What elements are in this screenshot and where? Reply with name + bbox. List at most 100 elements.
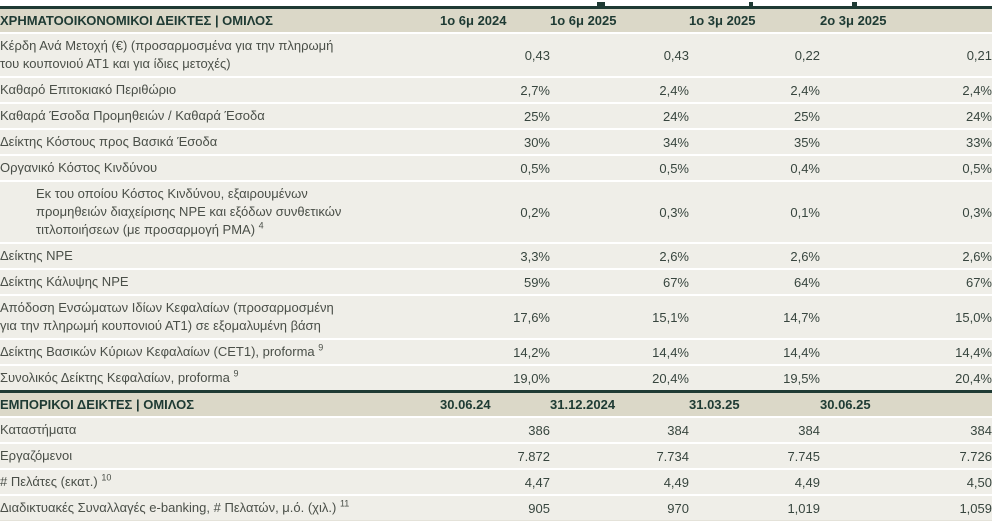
value-cell: 7.745	[689, 442, 820, 469]
value-cell: 15,1%	[550, 294, 689, 339]
row-label: Κέρδη Ανά Μετοχή (€) (προσαρμοσμένα για …	[0, 32, 440, 77]
value-cell: 4,50	[820, 468, 992, 495]
column-header: 2ο 3μ 2025	[820, 6, 992, 33]
footnote-ref: 9	[233, 368, 239, 379]
column-header: 1ο 6μ 2025	[550, 6, 689, 33]
value-cell: 0,1%	[689, 180, 820, 243]
row-label: Οργανικό Κόστος Κινδύνου	[0, 154, 440, 181]
value-cell: 14,4%	[820, 338, 992, 365]
cropped-content-artifact	[749, 2, 753, 6]
value-cell: 59%	[440, 268, 550, 295]
value-cell: 2,6%	[550, 242, 689, 269]
value-cell: 384	[820, 416, 992, 443]
section-header-row: ΧΡΗΜΑΤΟΟΙΚΟΝΟΜΙΚΟΙ ΔΕΙΚΤΕΣ | ΟΜΙΛΟΣ 1ο 6…	[0, 6, 992, 33]
value-cell: 14,7%	[689, 294, 820, 339]
table-row: Οργανικό Κόστος Κινδύνου 0,5% 0,5% 0,4% …	[0, 154, 992, 181]
value-cell: 4,49	[550, 468, 689, 495]
row-label: Καταστήματα	[0, 416, 440, 443]
cropped-content-artifact	[852, 2, 857, 6]
value-cell: 384	[550, 416, 689, 443]
table-row-indented: Εκ του οποίου Κόστος Κινδύνου, εξαιρουμέ…	[0, 180, 992, 243]
value-cell: 20,4%	[550, 364, 689, 392]
table-row: Δείκτης Βασικών Κύριων Κεφαλαίων (CET1),…	[0, 338, 992, 365]
row-label: Απόδοση Ενσώματων Ιδίων Κεφαλαίων (προσα…	[0, 294, 440, 339]
footnote-ref: 9	[318, 342, 324, 353]
value-cell: 0,3%	[820, 180, 992, 243]
value-cell: 33%	[820, 128, 992, 155]
value-cell: 2,6%	[820, 242, 992, 269]
column-header: 31.12.2024	[550, 390, 689, 417]
table-row: Καθαρά Έσοδα Προμηθειών / Καθαρά Έσοδα 2…	[0, 102, 992, 129]
column-header: 30.06.25	[820, 390, 992, 417]
row-label: # Πελάτες (εκατ.) 10	[0, 468, 440, 495]
value-cell: 19,0%	[440, 364, 550, 392]
value-cell: 64%	[689, 268, 820, 295]
value-cell: 14,4%	[550, 338, 689, 365]
row-label: Εργαζόμενοι	[0, 442, 440, 469]
value-cell: 24%	[820, 102, 992, 129]
value-cell: 19,5%	[689, 364, 820, 392]
value-cell: 2,7%	[440, 76, 550, 103]
value-cell: 30%	[440, 128, 550, 155]
value-cell: 0,22	[689, 32, 820, 77]
row-label: Δείκτης Κόστους προς Βασικά Έσοδα	[0, 128, 440, 155]
value-cell: 25%	[689, 102, 820, 129]
column-header: 30.06.24	[440, 390, 550, 417]
value-cell: 0,5%	[550, 154, 689, 181]
value-cell: 25%	[440, 102, 550, 129]
value-cell: 7.872	[440, 442, 550, 469]
value-cell: 67%	[820, 268, 992, 295]
value-cell: 0,43	[440, 32, 550, 77]
value-cell: 14,4%	[689, 338, 820, 365]
footnote-ref: 10	[101, 472, 112, 483]
table-row: Δείκτης Κόστους προς Βασικά Έσοδα 30% 34…	[0, 128, 992, 155]
value-cell: 970	[550, 494, 689, 521]
table-row: # Πελάτες (εκατ.) 10 4,47 4,49 4,49 4,50	[0, 468, 992, 495]
value-cell: 905	[440, 494, 550, 521]
value-cell: 0,4%	[689, 154, 820, 181]
table-row: Δείκτης NPE 3,3% 2,6% 2,6% 2,6%	[0, 242, 992, 269]
value-cell: 0,2%	[440, 180, 550, 243]
value-cell: 2,4%	[820, 76, 992, 103]
column-header: 31.03.25	[689, 390, 820, 417]
value-cell: 24%	[550, 102, 689, 129]
value-cell: 1,059	[820, 494, 992, 521]
section-title: ΧΡΗΜΑΤΟΟΙΚΟΝΟΜΙΚΟΙ ΔΕΙΚΤΕΣ | ΟΜΙΛΟΣ	[0, 6, 440, 33]
value-cell: 67%	[550, 268, 689, 295]
table-row: Συνολικός Δείκτης Κεφαλαίων, proforma 9 …	[0, 364, 992, 392]
value-cell: 7.726	[820, 442, 992, 469]
column-header: 1ο 6μ 2024	[440, 6, 550, 33]
row-label: Συνολικός Δείκτης Κεφαλαίων, proforma 9	[0, 364, 440, 392]
value-cell: 14,2%	[440, 338, 550, 365]
row-label: Δείκτης Κάλυψης NPE	[0, 268, 440, 295]
value-cell: 0,43	[550, 32, 689, 77]
footnote-ref: 11	[339, 498, 350, 509]
value-cell: 4,49	[689, 468, 820, 495]
financial-indicators-table: ΧΡΗΜΑΤΟΟΙΚΟΝΟΜΙΚΟΙ ΔΕΙΚΤΕΣ | ΟΜΙΛΟΣ 1ο 6…	[0, 6, 992, 521]
row-label: Δείκτης Βασικών Κύριων Κεφαλαίων (CET1),…	[0, 338, 440, 365]
table-row: Κέρδη Ανά Μετοχή (€) (προσαρμοσμένα για …	[0, 32, 992, 77]
value-cell: 4,47	[440, 468, 550, 495]
column-header: 1ο 3μ 2025	[689, 6, 820, 33]
value-cell: 3,3%	[440, 242, 550, 269]
row-label: Καθαρό Επιτοκιακό Περιθώριο	[0, 76, 440, 103]
table-row: Απόδοση Ενσώματων Ιδίων Κεφαλαίων (προσα…	[0, 294, 992, 339]
cropped-content-artifact	[597, 2, 605, 6]
value-cell: 2,6%	[689, 242, 820, 269]
table-row: Εργαζόμενοι 7.872 7.734 7.745 7.726	[0, 442, 992, 469]
table-row: Διαδικτυακές Συναλλαγές e-banking, # Πελ…	[0, 494, 992, 521]
value-cell: 0,3%	[550, 180, 689, 243]
footnote-ref: 4	[258, 220, 264, 231]
value-cell: 2,4%	[689, 76, 820, 103]
value-cell: 1,019	[689, 494, 820, 521]
value-cell: 15,0%	[820, 294, 992, 339]
row-label: Καθαρά Έσοδα Προμηθειών / Καθαρά Έσοδα	[0, 102, 440, 129]
table-row: Καταστήματα 386 384 384 384	[0, 416, 992, 443]
row-label: Δείκτης NPE	[0, 242, 440, 269]
row-label: Διαδικτυακές Συναλλαγές e-banking, # Πελ…	[0, 494, 440, 521]
row-label: Εκ του οποίου Κόστος Κινδύνου, εξαιρουμέ…	[0, 180, 440, 243]
section-header-row: ΕΜΠΟΡΙΚΟΙ ΔΕΙΚΤΕΣ | ΟΜΙΛΟΣ 30.06.24 31.1…	[0, 390, 992, 417]
value-cell: 0,5%	[440, 154, 550, 181]
value-cell: 20,4%	[820, 364, 992, 392]
value-cell: 34%	[550, 128, 689, 155]
